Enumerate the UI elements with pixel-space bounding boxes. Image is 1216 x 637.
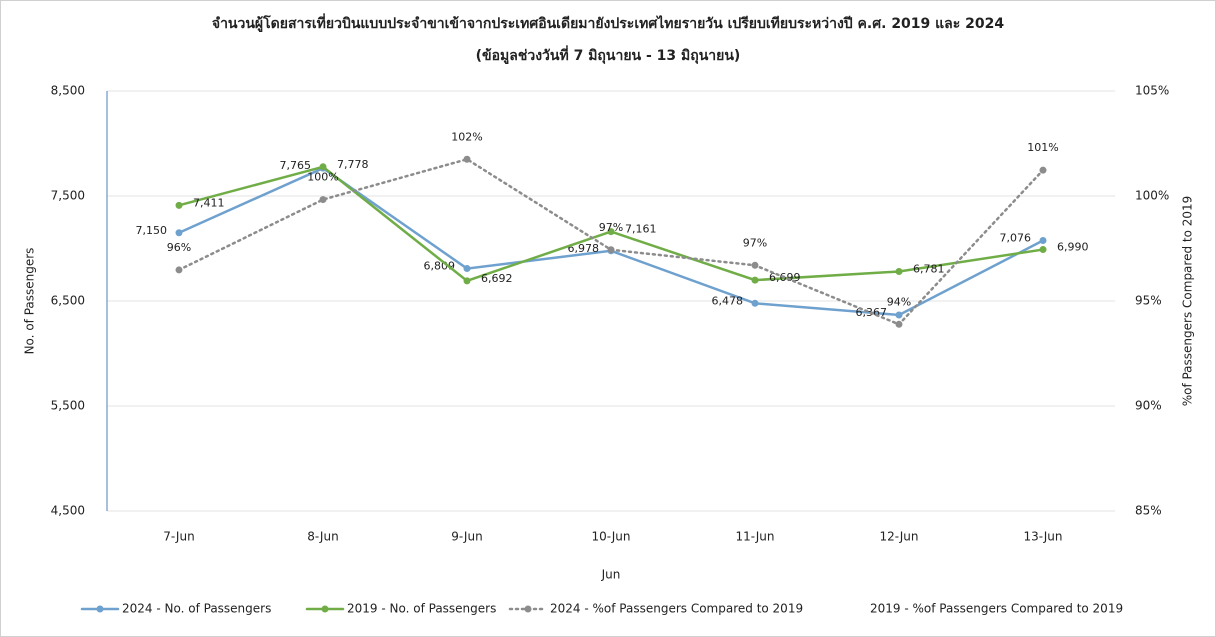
- chart-subtitle: (ข้อมูลช่วงวันที่ 7 มิถุนายน - 13 มิถุนา…: [476, 45, 741, 64]
- y2-tick-label: 90%: [1135, 399, 1162, 413]
- y2-axis-title: %of Passengers Compared to 2019: [1181, 196, 1195, 407]
- legend-label: 2024 - No. of Passengers: [122, 602, 271, 616]
- data-point: [463, 265, 471, 273]
- y2-tick-label: 95%: [1135, 294, 1162, 308]
- data-label: 94%: [887, 295, 911, 308]
- y-tick-label: 8,500: [51, 84, 85, 98]
- y-axis-title: No. of Passengers: [23, 248, 37, 355]
- y-tick-label: 5,500: [51, 399, 85, 413]
- y2-tick-label: 100%: [1135, 189, 1169, 203]
- data-point: [175, 229, 183, 237]
- x-tick-label: 8-Jun: [307, 530, 338, 544]
- data-label: 96%: [167, 241, 191, 254]
- data-label: 101%: [1027, 141, 1058, 154]
- x-tick-label: 12-Jun: [879, 530, 918, 544]
- legend-marker: [321, 605, 329, 613]
- data-label: 6,809: [424, 260, 456, 273]
- data-label: 97%: [743, 236, 767, 249]
- x-tick-label: 11-Jun: [735, 530, 774, 544]
- legend-label: 2019 - %of Passengers Compared to 2019: [870, 602, 1123, 616]
- legend-label: 2024 - %of Passengers Compared to 2019: [550, 602, 803, 616]
- data-label: 97%: [599, 221, 623, 234]
- data-point: [895, 320, 903, 328]
- data-label: 102%: [451, 130, 482, 143]
- data-label: 7,778: [337, 158, 369, 171]
- data-point: [319, 196, 327, 204]
- data-label: 7,161: [625, 223, 657, 236]
- data-point: [895, 267, 903, 275]
- data-point: [175, 266, 183, 274]
- x-tick-label: 13-Jun: [1023, 530, 1062, 544]
- legend-label: 2019 - No. of Passengers: [347, 602, 496, 616]
- x-tick-label: 7-Jun: [163, 530, 194, 544]
- data-point: [751, 299, 759, 307]
- x-axis-title: Jun: [601, 568, 621, 582]
- data-label: 7,411: [193, 196, 225, 209]
- x-tick-label: 9-Jun: [451, 530, 482, 544]
- y-tick-label: 7,500: [51, 189, 85, 203]
- data-point: [895, 311, 903, 319]
- y2-tick-label: 105%: [1135, 84, 1169, 98]
- data-point: [175, 201, 183, 209]
- y-tick-label: 6,500: [51, 294, 85, 308]
- data-label: 7,150: [136, 224, 168, 237]
- chart-title: จำนวนผู้โดยสารเที่ยวบินแบบประจำขาเข้าจาก…: [212, 13, 1005, 32]
- legend-marker: [96, 605, 104, 613]
- y2-tick-label: 85%: [1135, 504, 1162, 518]
- data-point: [1039, 246, 1047, 254]
- data-label: 7,765: [280, 159, 312, 172]
- data-point: [607, 228, 615, 236]
- data-point: [751, 261, 759, 269]
- legend-marker: [524, 605, 532, 613]
- data-label: 6,781: [913, 262, 945, 275]
- data-point: [463, 155, 471, 163]
- data-point: [1039, 166, 1047, 174]
- data-label: 7,076: [1000, 232, 1032, 245]
- data-point: [607, 246, 615, 254]
- data-label: 6,990: [1057, 241, 1089, 254]
- data-point: [751, 276, 759, 284]
- y-tick-label: 4,500: [51, 504, 85, 518]
- data-point: [1039, 237, 1047, 245]
- data-label: 6,478: [712, 294, 744, 307]
- x-tick-label: 10-Jun: [591, 530, 630, 544]
- data-point: [463, 277, 471, 285]
- data-label: 6,692: [481, 272, 513, 285]
- data-point: [319, 163, 327, 171]
- data-label: 100%: [307, 171, 338, 184]
